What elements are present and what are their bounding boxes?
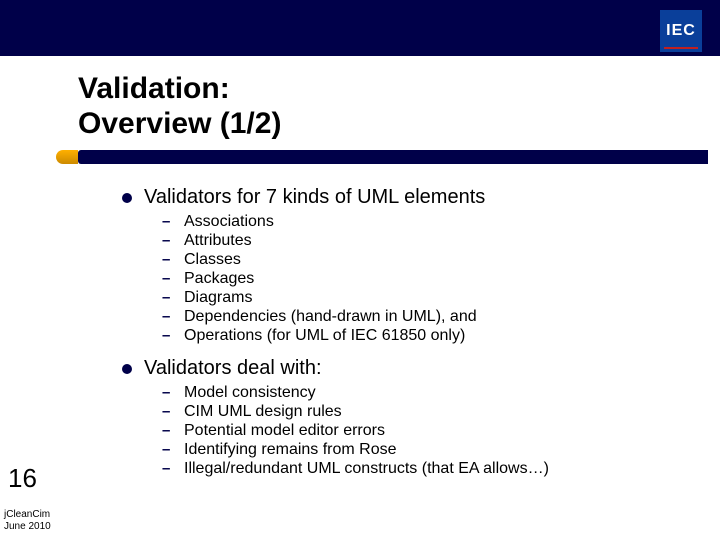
- slide-title: Validation: Overview (1/2): [78, 72, 281, 141]
- slide: IEC Validation: Overview (1/2) Validator…: [0, 0, 720, 540]
- dash-icon: –: [162, 327, 174, 344]
- sub-bullet: –Classes: [162, 251, 682, 269]
- sub-bullet: –Attributes: [162, 232, 682, 250]
- sub-bullet-text: Identifying remains from Rose: [184, 441, 397, 459]
- logo-underline: [664, 47, 698, 49]
- sub-bullet-text: Diagrams: [184, 289, 252, 307]
- title-line-1: Validation:: [78, 72, 281, 107]
- footer-line-2: June 2010: [4, 521, 51, 533]
- sub-bullet: –Packages: [162, 270, 682, 288]
- sub-bullet: –Illegal/redundant UML constructs (that …: [162, 460, 682, 478]
- dash-icon: –: [162, 460, 174, 477]
- sub-bullet-text: Dependencies (hand-drawn in UML), and: [184, 308, 477, 326]
- dash-icon: –: [162, 251, 174, 268]
- sub-bullet-text: Packages: [184, 270, 254, 288]
- accent-notch: [56, 150, 78, 164]
- sub-bullet-text: Model consistency: [184, 384, 316, 402]
- sub-bullet: –Model consistency: [162, 384, 682, 402]
- top-bar: [0, 0, 720, 56]
- sub-bullet-text: Operations (for UML of IEC 61850 only): [184, 327, 465, 345]
- accent-band: [78, 150, 708, 164]
- sub-bullet: –Diagrams: [162, 289, 682, 307]
- footer-line-1: jCleanCim: [4, 509, 51, 521]
- sub-bullet: –Identifying remains from Rose: [162, 441, 682, 459]
- sub-bullet-text: Attributes: [184, 232, 252, 250]
- sub-bullet-text: Classes: [184, 251, 241, 269]
- dash-icon: –: [162, 289, 174, 306]
- sub-bullet-group: –Associations –Attributes –Classes –Pack…: [162, 213, 682, 345]
- dash-icon: –: [162, 308, 174, 325]
- sub-bullet-group: –Model consistency –CIM UML design rules…: [162, 384, 682, 478]
- sub-bullet-text: Illegal/redundant UML constructs (that E…: [184, 460, 549, 478]
- dash-icon: –: [162, 232, 174, 249]
- sub-bullet: –Operations (for UML of IEC 61850 only): [162, 327, 682, 345]
- iec-logo: IEC: [660, 10, 702, 52]
- bullet-text: Validators for 7 kinds of UML elements: [144, 186, 485, 209]
- dash-icon: –: [162, 270, 174, 287]
- dash-icon: –: [162, 441, 174, 458]
- page-number: 16: [8, 463, 37, 494]
- dash-icon: –: [162, 422, 174, 439]
- sub-bullet: –Dependencies (hand-drawn in UML), and: [162, 308, 682, 326]
- title-line-2: Overview (1/2): [78, 107, 281, 142]
- sub-bullet: –Associations: [162, 213, 682, 231]
- dash-icon: –: [162, 384, 174, 401]
- bullet-text: Validators deal with:: [144, 357, 322, 380]
- sub-bullet-text: Associations: [184, 213, 274, 231]
- sub-bullet: –Potential model editor errors: [162, 422, 682, 440]
- bullet-level1: Validators deal with:: [122, 357, 682, 380]
- dash-icon: –: [162, 403, 174, 420]
- bullet-dot-icon: [122, 193, 132, 203]
- content: Validators for 7 kinds of UML elements –…: [122, 186, 682, 490]
- bullet-dot-icon: [122, 364, 132, 374]
- sub-bullet: –CIM UML design rules: [162, 403, 682, 421]
- sub-bullet-text: CIM UML design rules: [184, 403, 342, 421]
- sub-bullet-text: Potential model editor errors: [184, 422, 385, 440]
- dash-icon: –: [162, 213, 174, 230]
- logo-text: IEC: [666, 23, 696, 39]
- footer: jCleanCim June 2010: [4, 509, 51, 532]
- bullet-level1: Validators for 7 kinds of UML elements: [122, 186, 682, 209]
